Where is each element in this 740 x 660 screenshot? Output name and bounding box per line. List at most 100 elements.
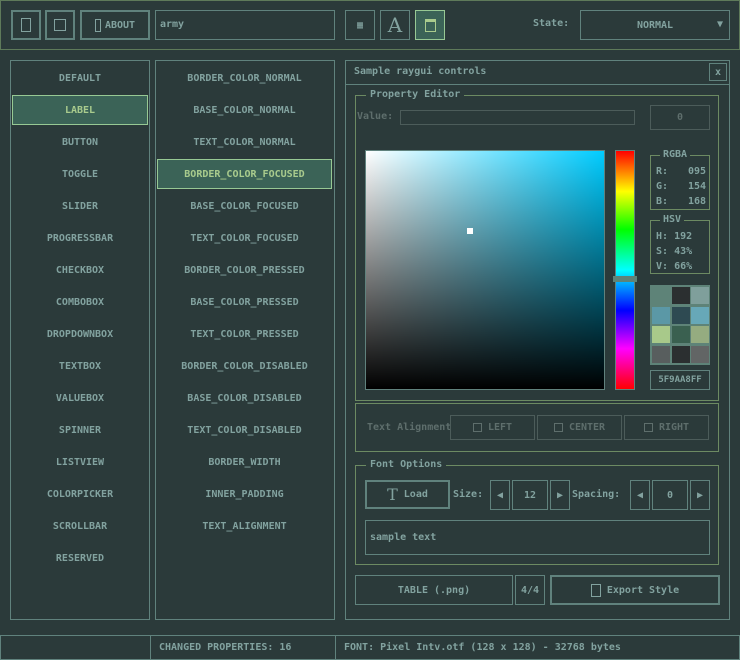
window-titlebar: Sample raygui controls <box>346 61 729 85</box>
spacing-increase-button[interactable]: ▶ <box>690 480 710 510</box>
control-list-item[interactable]: SPINNER <box>58 424 102 436</box>
status-changed-properties: CHANGED PROPERTIES: 16 <box>150 635 336 660</box>
arrow-right-icon: ▶ <box>556 489 564 501</box>
sample-window: Sample raygui controls x <box>345 60 730 620</box>
color-swatch[interactable] <box>691 306 709 324</box>
about-button[interactable]: ABOUT <box>80 10 150 40</box>
value-slider[interactable] <box>400 110 635 125</box>
color-swatch[interactable] <box>691 326 709 343</box>
sample-text-input[interactable]: sample text <box>365 520 710 555</box>
font-icon: A <box>387 13 403 37</box>
property-list-item[interactable]: INNER_PADDING <box>205 488 284 500</box>
control-list-item[interactable]: COLORPICKER <box>46 488 114 500</box>
control-list-item[interactable]: COMBOBOX <box>55 296 105 308</box>
arrow-left-icon: ◀ <box>636 489 644 501</box>
property-list-item[interactable]: BASE_COLOR_NORMAL <box>193 104 296 116</box>
state-label: State: <box>533 18 570 29</box>
color-swatch[interactable] <box>652 287 670 304</box>
rgba-group: RGBA R: 095 G: 154 B: 168 <box>650 149 710 210</box>
status-left <box>0 635 151 660</box>
property-list-item[interactable]: BORDER_COLOR_DISABLED <box>181 360 308 372</box>
load-font-button[interactable]: T Load <box>365 480 450 509</box>
value-value: 66% <box>674 261 693 272</box>
align-center-icon <box>553 423 563 432</box>
property-list-item[interactable]: BORDER_COLOR_PRESSED <box>184 264 305 276</box>
export-style-button[interactable]: Export Style <box>550 575 720 605</box>
text-align-label: Text Alignment <box>367 422 452 433</box>
control-list-item[interactable]: CHECKBOX <box>55 264 105 276</box>
property-list-item[interactable]: BORDER_WIDTH <box>208 456 281 468</box>
page-indicator: 4/4 <box>515 575 545 605</box>
color-picker-cursor[interactable] <box>467 228 473 234</box>
red-value: 095 <box>687 166 706 177</box>
property-list-item[interactable]: TEXT_COLOR_DISABLED <box>187 424 302 436</box>
property-list-item[interactable]: TEXT_COLOR_NORMAL <box>193 136 296 148</box>
grid-toggle[interactable]: ▦ <box>345 10 375 40</box>
green-value: 154 <box>687 181 706 192</box>
table-dropdown[interactable]: TABLE (.png) <box>355 575 513 605</box>
font-toggle[interactable]: A <box>380 10 410 40</box>
property-list-item[interactable]: BASE_COLOR_FOCUSED <box>190 200 299 212</box>
control-list-item[interactable]: TOGGLE <box>61 168 99 180</box>
controls-list: DEFAULT LABEL BUTTON TOGGLE SLIDER PROGRESSBA… <box>10 60 150 620</box>
color-swatch[interactable] <box>652 306 670 324</box>
spacing-value[interactable]: 0 <box>652 480 688 510</box>
saturation-value: 43% <box>674 246 693 257</box>
property-list-item[interactable]: TEXT_COLOR_FOCUSED <box>190 232 299 244</box>
control-list-item[interactable]: DROPDOWNBOX <box>46 328 114 340</box>
property-list-item[interactable]: TEXT_ALIGNMENT <box>202 520 287 532</box>
align-left-button[interactable]: LEFT <box>450 415 535 440</box>
color-swatch[interactable] <box>671 306 690 324</box>
color-picker-panel[interactable] <box>365 150 605 390</box>
size-increase-button[interactable]: ▶ <box>550 480 570 510</box>
state-dropdown[interactable]: NORMAL ▼ <box>580 10 730 40</box>
hsv-group: HSV H: 192 S: 43% V: 66% <box>650 214 710 274</box>
property-list-item[interactable]: BASE_COLOR_PRESSED <box>190 296 299 308</box>
property-list-item[interactable]: BORDER_COLOR_FOCUSED <box>157 159 332 189</box>
spacing-label: Spacing: <box>572 489 621 500</box>
grid-icon: ▦ <box>356 19 364 31</box>
close-icon: x <box>714 66 722 78</box>
control-list-item[interactable]: BUTTON <box>61 136 99 148</box>
value-box[interactable]: 0 <box>650 105 710 130</box>
control-list-item[interactable]: VALUEBOX <box>55 392 105 404</box>
align-center-button[interactable]: CENTER <box>537 415 622 440</box>
color-swatch[interactable] <box>671 345 690 363</box>
size-value[interactable]: 12 <box>512 480 548 510</box>
control-list-item[interactable]: LISTVIEW <box>55 456 105 468</box>
control-list-item[interactable]: RESERVED <box>55 552 105 564</box>
align-right-button[interactable]: RIGHT <box>624 415 709 440</box>
color-swatch[interactable] <box>671 326 690 343</box>
arrow-left-icon: ◀ <box>496 489 504 501</box>
property-editor-group: Property Editor <box>355 89 719 401</box>
color-swatch[interactable] <box>671 287 690 304</box>
property-list-item[interactable]: BASE_COLOR_DISABLED <box>187 392 302 404</box>
spacing-decrease-button[interactable]: ◀ <box>630 480 650 510</box>
property-list-item[interactable]: TEXT_COLOR_PRESSED <box>190 328 299 340</box>
color-swatch[interactable] <box>652 345 670 363</box>
arrow-right-icon: ▶ <box>696 489 704 501</box>
hue-handle[interactable] <box>613 276 637 282</box>
hue-bar[interactable] <box>613 150 637 390</box>
close-button[interactable]: x <box>709 63 727 81</box>
save-file-button[interactable] <box>45 10 75 40</box>
open-file-button[interactable] <box>11 10 41 40</box>
control-list-item[interactable]: SLIDER <box>61 200 99 212</box>
color-swatch[interactable] <box>691 345 709 363</box>
window-toggle[interactable] <box>415 10 445 40</box>
properties-list: BORDER_COLOR_NORMAL BASE_COLOR_NORMAL TEXT… <box>155 60 335 620</box>
control-list-item[interactable]: PROGRESSBAR <box>46 232 114 244</box>
font-options-group: Font Options <box>355 459 719 565</box>
size-decrease-button[interactable]: ◀ <box>490 480 510 510</box>
hex-value[interactable]: 5F9AA8FF <box>650 370 710 390</box>
color-swatch[interactable] <box>691 287 709 304</box>
control-list-item[interactable]: TEXTBOX <box>58 360 102 372</box>
text-icon: T <box>387 485 398 504</box>
control-list-item[interactable]: LABEL <box>12 95 148 125</box>
control-list-item[interactable]: DEFAULT <box>58 72 102 84</box>
control-list-item[interactable]: SCROLLBAR <box>52 520 108 532</box>
color-swatch[interactable] <box>652 326 670 343</box>
style-name-input[interactable]: army <box>155 10 335 40</box>
property-list-item[interactable]: BORDER_COLOR_NORMAL <box>187 72 302 84</box>
chevron-down-icon: ▼ <box>716 19 723 30</box>
